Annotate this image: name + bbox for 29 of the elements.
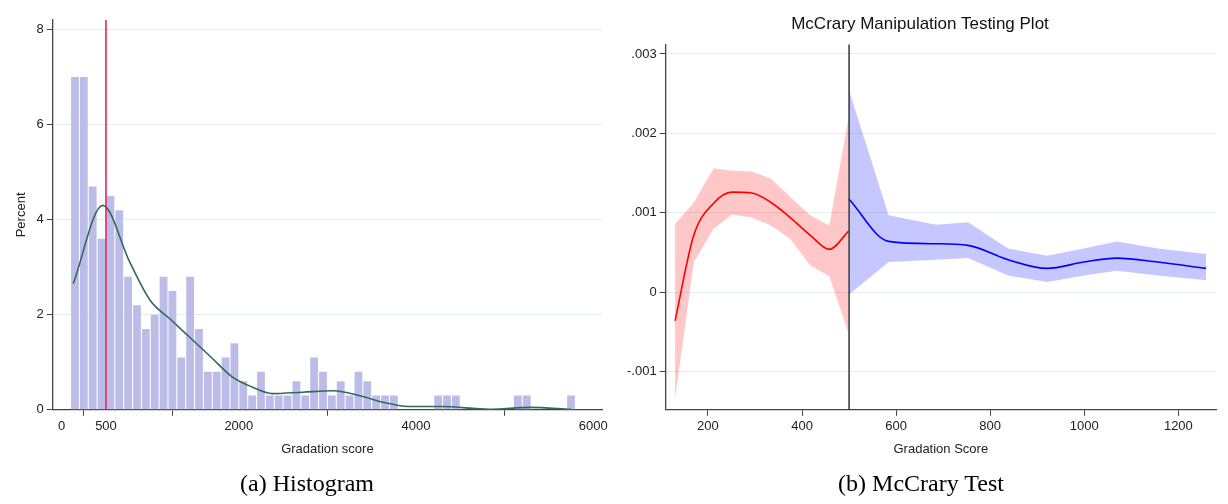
y-tick-label: .002 [631, 124, 657, 140]
x-tick-label: 0 [58, 418, 66, 434]
chart-title: McCrary Manipulation Testing Plot [791, 13, 1050, 33]
x-tick-label: 6000 [578, 418, 608, 434]
x-tick-label: 1000 [1069, 418, 1099, 434]
x-tick-label: 400 [791, 418, 813, 434]
y-tick-label: .001 [631, 204, 657, 220]
text: (a) Histogram [239, 470, 375, 497]
x-tick-label: 4000 [401, 418, 431, 434]
x-tick-label: 800 [979, 418, 1002, 434]
line-series [848, 198, 1207, 270]
x-tick-label: 500 [95, 418, 117, 434]
x-axis-title: Gradation Score [893, 440, 989, 456]
y-tick-label: 0 [36, 401, 44, 417]
text: (b) McCrary Test [837, 470, 1005, 497]
y-tick-label: .003 [631, 45, 657, 61]
y-tick-label: 4 [36, 211, 44, 227]
x-tick-label: 200 [697, 418, 719, 434]
y-tick-label: 0 [649, 283, 657, 299]
x-tick-label: 600 [885, 418, 907, 434]
line-series [674, 191, 850, 322]
y-tick-label: 2 [36, 306, 44, 322]
y-tick-label: 6 [36, 116, 44, 132]
x-tick-label: 1200 [1163, 418, 1193, 434]
y-tick-label: -.001 [626, 363, 657, 379]
y-tick-label: 8 [36, 21, 44, 37]
x-tick-label: 2000 [224, 418, 254, 434]
y-axis-title: Percent [13, 192, 29, 238]
x-axis-title: Gradation score [281, 440, 374, 456]
